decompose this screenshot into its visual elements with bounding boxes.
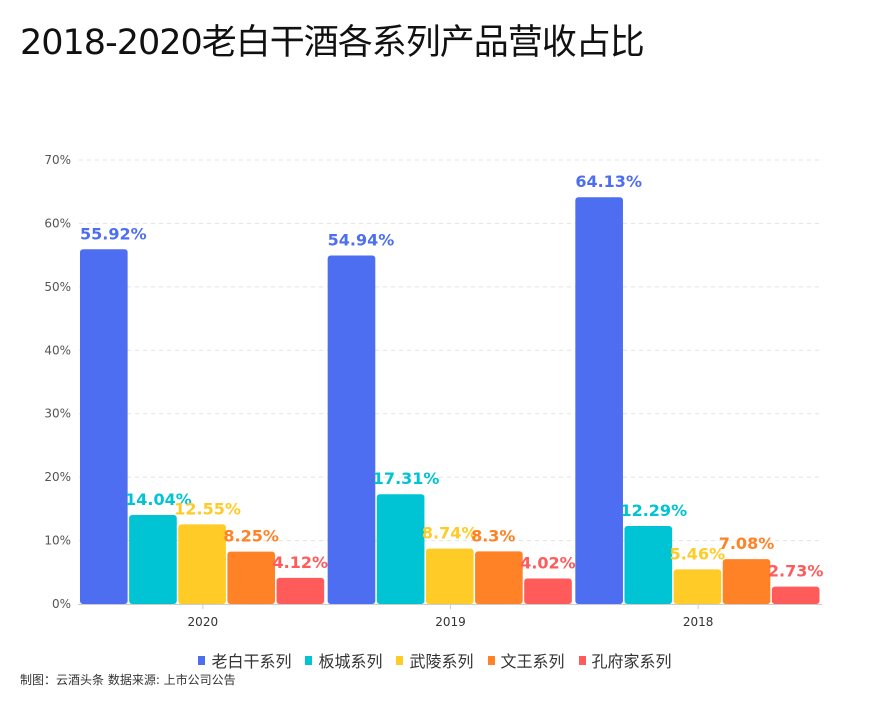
- bar: [771, 586, 820, 604]
- data-label: 64.13%: [575, 172, 642, 191]
- data-label: 5.46%: [670, 544, 726, 563]
- y-tick-label: 60%: [44, 216, 71, 230]
- data-label: 2.73%: [768, 562, 824, 581]
- data-label: 7.08%: [719, 534, 775, 553]
- bar: [575, 197, 623, 604]
- legend-label: 老白干系列: [211, 652, 292, 671]
- bar: [475, 551, 523, 604]
- legend-label: 板城系列: [318, 652, 383, 671]
- legend-swatch: [198, 655, 206, 665]
- bar: [129, 514, 177, 604]
- bar: [624, 526, 673, 604]
- bar: [178, 524, 226, 604]
- data-label: 8.3%: [471, 526, 515, 545]
- y-tick-label: 0%: [52, 597, 71, 611]
- bar: [80, 249, 128, 604]
- bar: [673, 569, 722, 604]
- legend-label: 武陵系列: [409, 652, 474, 671]
- legend-swatch: [578, 655, 586, 665]
- bar: [524, 578, 572, 604]
- legend-item[interactable]: 老白干系列: [198, 648, 291, 672]
- data-label: 14.04%: [125, 490, 192, 509]
- legend-item[interactable]: 孔府家系列: [578, 648, 672, 672]
- x-tick-label: 2018: [683, 615, 714, 629]
- data-label: 17.31%: [373, 469, 440, 488]
- legend-label: 文王系列: [500, 652, 565, 671]
- bar: [227, 551, 276, 604]
- legend-item[interactable]: 文王系列: [487, 648, 565, 672]
- bar: [327, 255, 376, 604]
- data-label: 55.92%: [80, 224, 147, 243]
- data-label: 12.29%: [620, 501, 687, 520]
- source-note: 制图：云酒头条 数据来源: 上市公司公告: [20, 673, 236, 687]
- y-tick-label: 40%: [44, 343, 71, 357]
- bar: [376, 494, 425, 604]
- legend-item[interactable]: 板城系列: [305, 648, 382, 672]
- legend-item[interactable]: 武陵系列: [396, 648, 474, 672]
- legend-label: 孔府家系列: [591, 652, 672, 671]
- data-label: 4.12%: [273, 553, 329, 572]
- y-tick-label: 50%: [44, 280, 71, 294]
- chart-title: 2018-2020老白干酒各系列产品营收占比: [20, 23, 645, 63]
- bar: [722, 559, 771, 604]
- data-label: 8.74%: [422, 524, 478, 543]
- data-label: 12.55%: [174, 499, 241, 518]
- x-tick-label: 2019: [435, 615, 466, 629]
- y-tick-label: 10%: [44, 534, 71, 548]
- legend-swatch: [305, 655, 313, 665]
- legend: 老白干系列 板城系列 武陵系列 文王系列 孔府家系列: [0, 648, 870, 672]
- y-tick-label: 30%: [44, 407, 71, 421]
- data-label: 4.02%: [520, 554, 576, 573]
- data-label: 54.94%: [328, 231, 395, 250]
- bar: [276, 577, 325, 604]
- y-tick-label: 20%: [44, 470, 71, 484]
- x-tick-label: 2020: [188, 615, 219, 629]
- legend-swatch: [396, 655, 404, 665]
- bar: [425, 548, 474, 604]
- data-label: 8.25%: [223, 527, 279, 546]
- legend-swatch: [487, 655, 495, 665]
- y-tick-label: 70%: [44, 153, 71, 167]
